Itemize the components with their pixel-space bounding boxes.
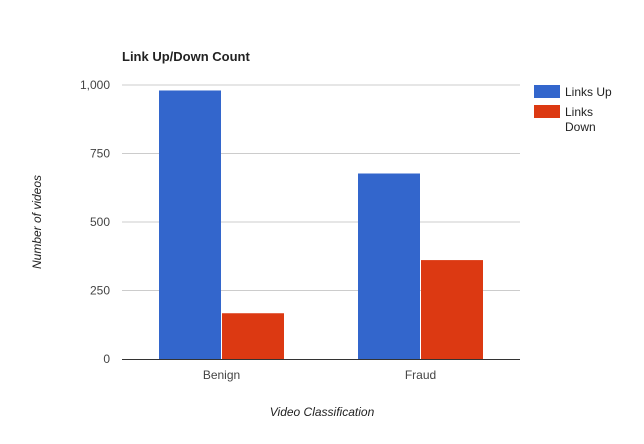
bar-links-down-fraud — [421, 260, 483, 359]
bar-links-down-benign — [222, 313, 284, 359]
x-tick-label: Fraud — [405, 368, 436, 382]
y-tick-label: 750 — [90, 147, 110, 161]
legend-label-line: Links — [565, 105, 593, 119]
bars — [159, 90, 483, 359]
legend: Links Up Links Down — [534, 85, 612, 134]
x-axis-ticks: Benign Fraud — [203, 368, 436, 382]
chart-title: Link Up/Down Count — [122, 49, 250, 64]
legend-label-line: Links Up — [565, 85, 612, 99]
x-axis-title: Video Classification — [270, 405, 375, 419]
legend-swatch — [534, 85, 560, 98]
legend-label: Links Down — [565, 105, 596, 134]
legend-label-line: Down — [565, 120, 596, 134]
y-tick-label: 250 — [90, 284, 110, 298]
y-axis-title: Number of videos — [30, 175, 44, 269]
bar-links-up-fraud — [358, 173, 420, 359]
legend-swatch — [534, 105, 560, 118]
legend-label: Links Up — [565, 85, 612, 99]
y-tick-label: 0 — [103, 352, 110, 366]
y-tick-label: 1,000 — [80, 78, 110, 92]
y-axis-ticks: 0 250 500 750 1,000 — [80, 78, 110, 366]
x-tick-label: Benign — [203, 368, 240, 382]
bar-links-up-benign — [159, 90, 221, 359]
y-tick-label: 500 — [90, 215, 110, 229]
